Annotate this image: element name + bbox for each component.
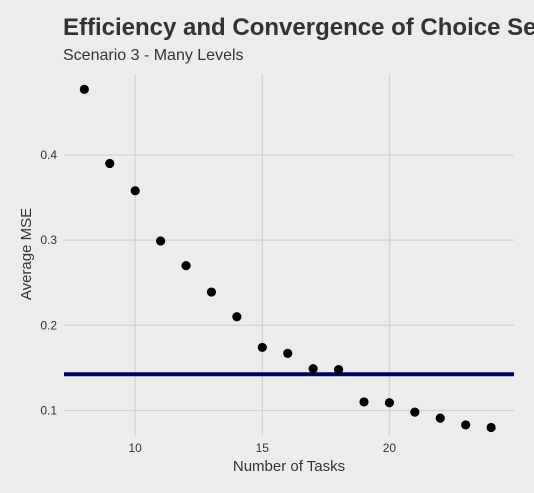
x-tick-label: 20 — [383, 441, 397, 455]
chart-subtitle: Scenario 3 - Many Levels — [63, 47, 244, 64]
y-tick-label: 0.3 — [40, 233, 57, 247]
x-axis-title: Number of Tasks — [233, 458, 345, 475]
data-point — [410, 407, 420, 417]
data-points — [79, 84, 496, 433]
data-point — [333, 364, 344, 375]
data-point — [486, 422, 496, 433]
data-point — [461, 420, 471, 430]
data-point — [181, 261, 191, 271]
y-tick-label: 0.2 — [40, 318, 57, 332]
grid-lines — [64, 74, 514, 436]
data-point — [130, 186, 140, 196]
x-tick-label: 15 — [256, 441, 270, 455]
y-axis-title: Average MSE — [18, 208, 35, 300]
y-tick-label: 0.1 — [40, 403, 57, 417]
data-point — [79, 84, 89, 94]
data-point — [359, 397, 369, 407]
data-point — [105, 158, 115, 169]
data-point — [308, 364, 318, 374]
data-point — [232, 312, 242, 322]
x-tick-label: 10 — [129, 441, 143, 455]
data-point — [435, 413, 445, 423]
data-point — [283, 348, 293, 358]
data-point — [257, 342, 267, 353]
chart-title: Efficiency and Convergence of Choice Se — [63, 14, 534, 41]
data-point — [156, 236, 166, 246]
y-tick-label: 0.4 — [40, 148, 57, 162]
data-point — [206, 287, 217, 297]
tick-labels: 10 15 20 0.1 0.2 0.3 0.4 — [40, 148, 396, 455]
data-point — [384, 398, 395, 408]
